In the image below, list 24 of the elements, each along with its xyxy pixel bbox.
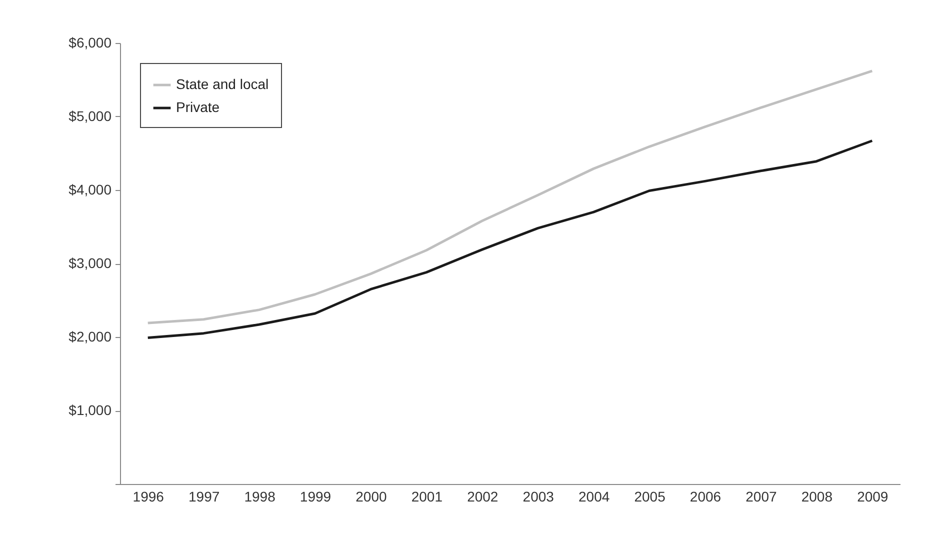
x-tick-label: 2008 bbox=[801, 488, 833, 504]
x-tick-label: 1996 bbox=[132, 488, 164, 504]
x-tick-label: 2001 bbox=[411, 488, 443, 504]
y-tick-label: $6,000 bbox=[68, 34, 112, 50]
x-tick-label: 2006 bbox=[690, 488, 722, 504]
legend-label: State and local bbox=[176, 76, 269, 92]
x-tick-label: 2009 bbox=[857, 488, 888, 504]
y-tick-label: $3,000 bbox=[68, 255, 112, 271]
y-tick-label: $1,000 bbox=[68, 402, 112, 418]
x-tick-label: 1999 bbox=[300, 488, 332, 504]
x-tick-label: 2003 bbox=[522, 488, 554, 504]
x-tick-label: 2005 bbox=[634, 488, 666, 504]
y-tick-label: $2,000 bbox=[68, 328, 112, 344]
x-tick-label: 2007 bbox=[746, 488, 777, 504]
line-series bbox=[146, 70, 874, 324]
x-tick-label: 2002 bbox=[467, 488, 498, 504]
x-tick-label: 2004 bbox=[578, 488, 610, 504]
x-tick-label: 1997 bbox=[188, 488, 220, 504]
y-tick-label: $5,000 bbox=[68, 108, 112, 124]
x-tick-label: 2000 bbox=[356, 488, 387, 504]
legend-label: Private bbox=[176, 99, 220, 115]
line-series bbox=[146, 140, 874, 339]
y-tick-label: $4,000 bbox=[68, 182, 112, 198]
x-tick-label: 1998 bbox=[244, 488, 276, 504]
